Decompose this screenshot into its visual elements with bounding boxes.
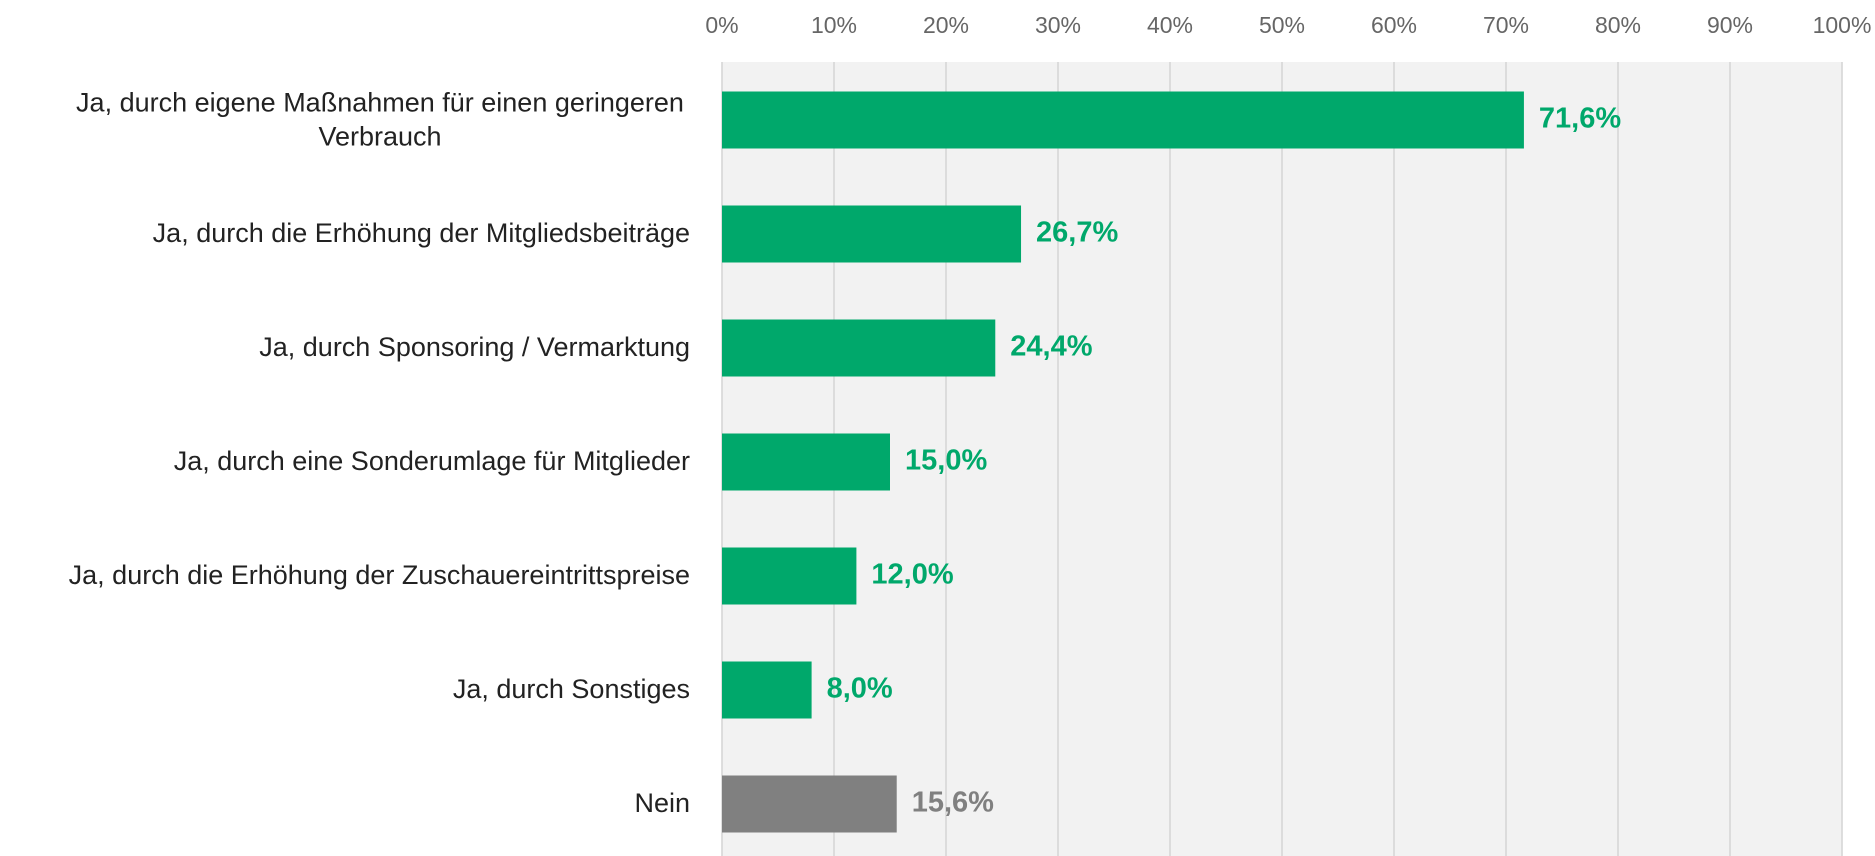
value-label: 26,7% bbox=[1036, 217, 1118, 249]
x-tick-label: 10% bbox=[811, 12, 857, 38]
bar bbox=[722, 547, 857, 605]
value-label: 15,0% bbox=[905, 445, 987, 477]
value-label: 24,4% bbox=[1010, 331, 1092, 363]
category-label: Ja, durch die Erhöhung der Zuschauereint… bbox=[68, 560, 690, 591]
bar bbox=[722, 205, 1022, 263]
x-tick-label: 0% bbox=[705, 12, 738, 38]
bar bbox=[722, 775, 897, 833]
category-label: Ja, durch die Erhöhung der Mitgliedsbeit… bbox=[152, 218, 690, 249]
x-tick-label: 70% bbox=[1483, 12, 1529, 38]
bar bbox=[722, 91, 1524, 149]
x-tick-label: 80% bbox=[1595, 12, 1641, 38]
x-tick-label: 30% bbox=[1035, 12, 1081, 38]
category-label: Ja, durch eine Sonderumlage für Mitglied… bbox=[173, 446, 690, 477]
value-label: 15,6% bbox=[912, 787, 994, 819]
x-tick-label: 90% bbox=[1707, 12, 1753, 38]
category-label: Ja, durch Sponsoring / Vermarktung bbox=[259, 332, 690, 363]
category-label: Ja, durch Sonstiges bbox=[452, 674, 690, 705]
value-label: 71,6% bbox=[1539, 103, 1621, 135]
category-label: Nein bbox=[634, 788, 690, 819]
x-tick-label: 60% bbox=[1371, 12, 1417, 38]
x-tick-label: 20% bbox=[923, 12, 969, 38]
x-tick-label: 100% bbox=[1813, 12, 1872, 38]
bar bbox=[722, 661, 812, 719]
bar bbox=[722, 319, 996, 377]
value-label: 12,0% bbox=[871, 559, 953, 591]
x-tick-label: 40% bbox=[1147, 12, 1193, 38]
category-label: Ja, durch eigene Maßnahmen für einen ger… bbox=[76, 87, 684, 151]
x-tick-label: 50% bbox=[1259, 12, 1305, 38]
bar bbox=[722, 433, 890, 491]
value-label: 8,0% bbox=[827, 673, 893, 705]
